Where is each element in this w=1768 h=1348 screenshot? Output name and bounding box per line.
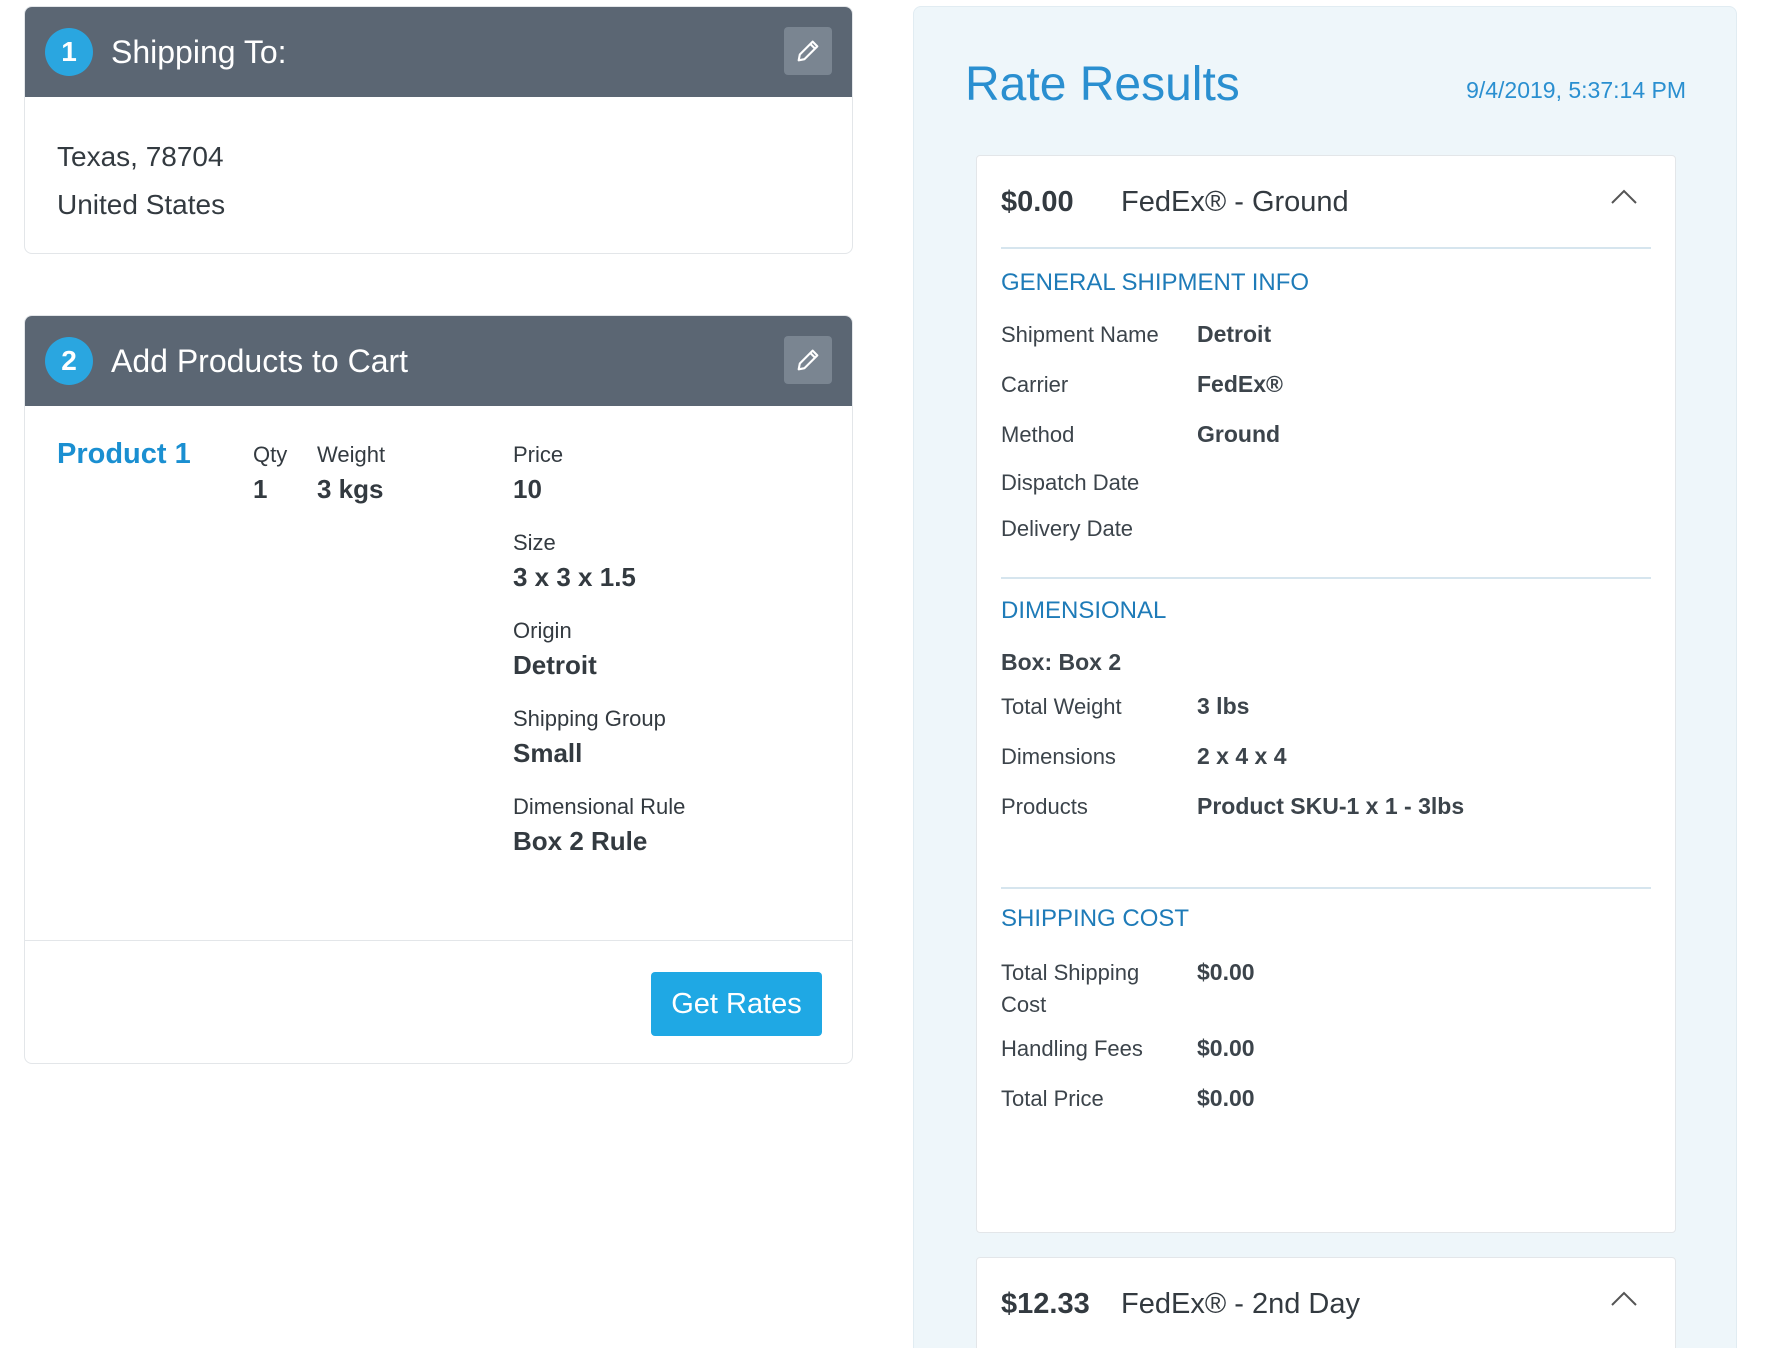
detail-label: Handling Fees [1001,1036,1143,1061]
detail-label: Total Shipping Cost [1001,960,1140,1017]
section-title: SHIPPING COST [1001,905,1190,932]
section-divider [1001,577,1651,579]
detail-label: Method [1001,422,1075,447]
get-rates-button[interactable]: Get Rates [651,972,822,1036]
products-panel-footer: Get Rates [25,940,852,1063]
detail-value: $0.00 [1197,1085,1255,1111]
detail-value: $0.00 [1197,959,1255,985]
rate-service: FedEx® - 2nd Day [1121,1288,1360,1320]
shipping-cost-section: SHIPPING COST Total Shipping Cost $0.00 … [1001,887,1651,1187]
step-number-badge: 2 [45,337,93,385]
rate-price: $0.00 [1001,186,1074,218]
price-value: 10 [513,474,542,504]
size-value: 3 x 3 x 1.5 [513,562,636,592]
chevron-up-icon[interactable] [1609,186,1639,208]
detail-value: FedEx® [1197,371,1283,397]
detail-value: $0.00 [1197,1035,1255,1061]
product-name-link[interactable]: Product 1 [57,438,191,470]
detail-label: Shipment Name [1001,322,1159,347]
origin-label: Origin [513,618,572,643]
section-divider [1001,887,1651,889]
shipping-address: Texas, 78704 United States [25,97,852,253]
step-number-badge: 1 [45,28,93,76]
rate-results-timestamp: 9/4/2019, 5:37:14 PM [1466,77,1686,103]
qty-label: Qty [253,442,288,467]
products-panel-title: Add Products to Cart [111,342,409,379]
edit-shipping-button[interactable] [784,27,832,75]
section-title: GENERAL SHIPMENT INFO [1001,269,1310,296]
products-panel: 2 Add Products to Cart Product 1 Qty 1 W… [24,315,853,1064]
detail-label: Delivery Date [1001,516,1134,541]
detail-label: Dispatch Date [1001,470,1140,495]
weight-label: Weight [317,442,386,467]
product-details: Product 1 Qty 1 Weight 3 kgs Price 10 Si… [25,406,852,940]
detail-value: 2 x 4 x 4 [1197,743,1287,769]
pencil-icon [797,40,819,62]
shipping-panel-title: Shipping To: [111,33,287,70]
rate-results-title: Rate Results [965,58,1240,111]
detail-value: Ground [1197,421,1281,447]
shipping-group-value: Small [513,738,583,768]
rate-service: FedEx® - Ground [1121,186,1349,218]
shipping-panel: 1 Shipping To: Texas, 78704 United State… [24,6,853,254]
dimensional-rule-label: Dimensional Rule [513,794,686,819]
rate-results-panel: Rate Results 9/4/2019, 5:37:14 PM $0.00 … [913,6,1737,1348]
products-panel-header: 2 Add Products to Cart [25,316,852,406]
detail-label: Products [1001,794,1088,819]
qty-value: 1 [253,474,268,504]
detail-value: Detroit [1197,321,1272,347]
detail-value: 3 lbs [1197,693,1250,719]
rate-card: $0.00 FedEx® - Ground GENERAL SHIPMENT I… [976,155,1676,1233]
origin-value: Detroit [513,650,597,680]
rate-price: $12.33 [1001,1288,1090,1320]
pencil-icon [797,349,819,371]
section-title: DIMENSIONAL [1001,597,1167,624]
price-label: Price [513,442,564,467]
detail-label: Total Weight [1001,694,1122,719]
address-line-2: United States [57,189,226,220]
dimensional-rule-value: Box 2 Rule [513,826,648,856]
general-shipment-section: GENERAL SHIPMENT INFO Shipment Name Detr… [1001,249,1651,577]
edit-products-button[interactable] [784,336,832,384]
detail-label: Carrier [1001,372,1069,397]
rate-card-header[interactable]: $12.33 FedEx® - 2nd Day [1001,1258,1651,1348]
detail-value: Product SKU-1 x 1 - 3lbs [1197,793,1465,819]
shipping-panel-header: 1 Shipping To: [25,7,852,97]
detail-label: Total Price [1001,1086,1104,1111]
box-label: Box: Box 2 [1001,649,1122,675]
rate-card: $12.33 FedEx® - 2nd Day [976,1257,1676,1348]
weight-value: 3 kgs [317,474,384,504]
dimensional-section: DIMENSIONAL Box: Box 2 Total Weight 3 lb… [1001,577,1651,887]
address-line-1: Texas, 78704 [57,141,224,172]
rate-card-header[interactable]: $0.00 FedEx® - Ground [1001,156,1651,249]
shipping-group-label: Shipping Group [513,706,666,731]
detail-label: Dimensions [1001,744,1116,769]
size-label: Size [513,530,556,555]
chevron-up-icon[interactable] [1609,1288,1639,1310]
